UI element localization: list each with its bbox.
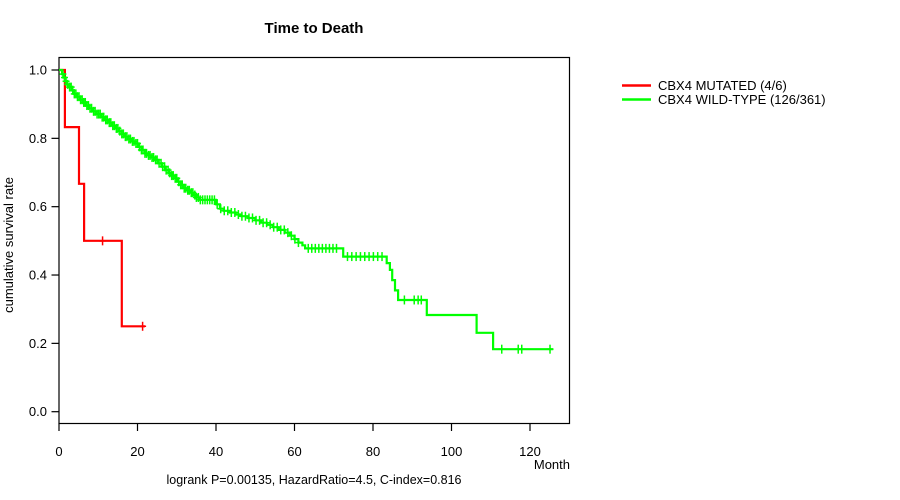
- y-tick-label: 1.0: [29, 63, 47, 78]
- x-tick-label: 0: [55, 444, 62, 459]
- survival-curve: [59, 68, 554, 351]
- y-tick-label: 0.2: [29, 336, 47, 351]
- chart-title: Time to Death: [265, 20, 364, 37]
- y-tick-label: 0.4: [29, 268, 47, 283]
- legend: CBX4 MUTATED (4/6) CBX4 WILD-TYPE (126/3…: [622, 78, 826, 107]
- x-tick-label: 60: [287, 444, 301, 459]
- legend-label-mutated: CBX4 MUTATED (4/6): [658, 78, 787, 93]
- x-axis-unit-label: Month: [534, 457, 570, 472]
- x-tick-label: 100: [441, 444, 463, 459]
- x-tick-label: 120: [519, 444, 541, 459]
- plot-area-border: [58, 56, 571, 425]
- axis-tick-labels: 0 20 40 60 80 100 120 0.0 0.2 0.4 0.6 0.8 1.0: [29, 63, 541, 460]
- survival-curve: [59, 68, 145, 328]
- x-tick-label: 80: [366, 444, 380, 459]
- y-tick-label: 0.0: [29, 404, 47, 419]
- y-tick-label: 0.8: [29, 131, 47, 146]
- axis-ticks: [51, 69, 531, 431]
- legend-label-wildtype: CBX4 WILD-TYPE (126/361): [658, 92, 826, 107]
- x-tick-label: 20: [130, 444, 144, 459]
- y-tick-label: 0.6: [29, 199, 47, 214]
- y-axis-title: cumulative survival rate: [1, 177, 16, 313]
- footer-stats: logrank P=0.00135, HazardRatio=4.5, C-in…: [167, 473, 462, 487]
- survival-curves: [59, 68, 554, 354]
- x-tick-label: 40: [209, 444, 223, 459]
